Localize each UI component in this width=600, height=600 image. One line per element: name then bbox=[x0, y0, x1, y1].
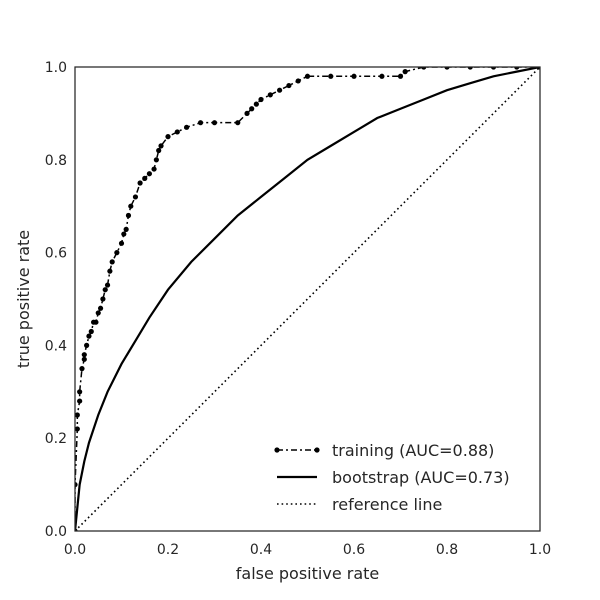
training-point bbox=[77, 389, 83, 395]
training-point bbox=[102, 287, 108, 293]
training-point bbox=[351, 73, 357, 79]
training-point bbox=[379, 73, 385, 79]
training-point bbox=[514, 67, 520, 70]
plot-series-group bbox=[75, 67, 540, 531]
training-point bbox=[174, 129, 180, 135]
training-point bbox=[156, 147, 162, 154]
training-point bbox=[304, 73, 311, 79]
training-point bbox=[84, 342, 90, 348]
training-point bbox=[258, 96, 264, 103]
training-point bbox=[128, 203, 134, 209]
x-tick-label: 0.0 bbox=[64, 542, 86, 558]
series-line-2 bbox=[75, 67, 540, 531]
training-point bbox=[249, 106, 255, 112]
training-point bbox=[211, 120, 218, 126]
legend-label-0: training (AUC=0.88) bbox=[332, 441, 494, 460]
training-point bbox=[132, 194, 139, 200]
legend-label-1: bootstrap (AUC=0.73) bbox=[332, 468, 510, 487]
legend: training (AUC=0.88) bootstrap (AUC=0.73) r… bbox=[274, 441, 510, 514]
training-point bbox=[151, 166, 157, 172]
training-point bbox=[75, 528, 78, 531]
y-tick-label: 0.8 bbox=[45, 153, 67, 169]
training-point bbox=[77, 398, 83, 404]
training-point bbox=[142, 175, 148, 181]
training-point bbox=[97, 305, 104, 311]
y-tick-label: 0.6 bbox=[45, 246, 67, 262]
training-point bbox=[93, 319, 99, 325]
x-tick-label: 0.2 bbox=[157, 542, 179, 558]
training-point bbox=[95, 310, 101, 316]
training-point bbox=[277, 87, 283, 93]
training-point bbox=[444, 67, 450, 70]
x-axis-label: false positive rate bbox=[236, 564, 380, 583]
legend-label-2: reference line bbox=[332, 495, 442, 514]
y-axis-label: true positive rate bbox=[14, 230, 33, 368]
training-point bbox=[121, 231, 127, 237]
x-tick-label: 1.0 bbox=[529, 542, 551, 558]
plot-frame bbox=[74, 66, 541, 532]
training-point bbox=[75, 412, 80, 418]
training-point bbox=[267, 92, 273, 98]
training-point bbox=[328, 73, 334, 79]
training-point bbox=[165, 134, 171, 140]
legend-marker bbox=[314, 447, 320, 453]
training-point bbox=[295, 78, 301, 84]
training-point bbox=[158, 143, 164, 149]
training-point bbox=[75, 482, 78, 488]
training-point bbox=[146, 171, 152, 177]
training-point bbox=[114, 250, 120, 256]
x-tick-label: 0.8 bbox=[436, 542, 458, 558]
x-tick-label: 0.6 bbox=[343, 542, 365, 558]
training-point bbox=[104, 282, 111, 288]
y-axis-ticks: 0.0 0.2 0.4 0.6 0.8 1.0 bbox=[45, 60, 67, 540]
training-point bbox=[244, 110, 250, 116]
series-line-1 bbox=[75, 67, 540, 531]
y-tick-label: 0.0 bbox=[45, 524, 67, 540]
training-point bbox=[537, 67, 540, 70]
training-point bbox=[397, 73, 404, 79]
training-point bbox=[118, 240, 125, 246]
training-point bbox=[107, 268, 113, 274]
training-point bbox=[75, 426, 80, 432]
y-tick-label: 0.4 bbox=[45, 338, 67, 354]
training-point bbox=[402, 69, 408, 75]
training-point bbox=[81, 356, 87, 362]
training-point bbox=[100, 296, 106, 302]
training-point bbox=[421, 67, 427, 70]
training-point bbox=[184, 124, 190, 130]
x-tick-label: 0.4 bbox=[250, 542, 272, 558]
training-point bbox=[153, 157, 159, 163]
training-point bbox=[109, 259, 115, 265]
training-point bbox=[81, 352, 87, 358]
training-point bbox=[197, 120, 204, 126]
training-point bbox=[125, 212, 132, 219]
y-tick-label: 0.2 bbox=[45, 431, 67, 447]
training-point bbox=[123, 226, 129, 232]
legend-marker bbox=[274, 447, 280, 453]
y-tick-label: 1.0 bbox=[45, 60, 67, 76]
training-point bbox=[79, 366, 85, 372]
training-point bbox=[88, 328, 94, 335]
training-point bbox=[467, 67, 473, 70]
training-point bbox=[253, 101, 259, 107]
training-point bbox=[235, 120, 241, 126]
training-point bbox=[286, 82, 292, 89]
training-point bbox=[137, 180, 143, 186]
training-point bbox=[86, 333, 92, 339]
x-axis-ticks: 0.0 0.2 0.4 0.6 0.8 1.0 bbox=[64, 542, 551, 558]
training-point bbox=[490, 67, 497, 70]
